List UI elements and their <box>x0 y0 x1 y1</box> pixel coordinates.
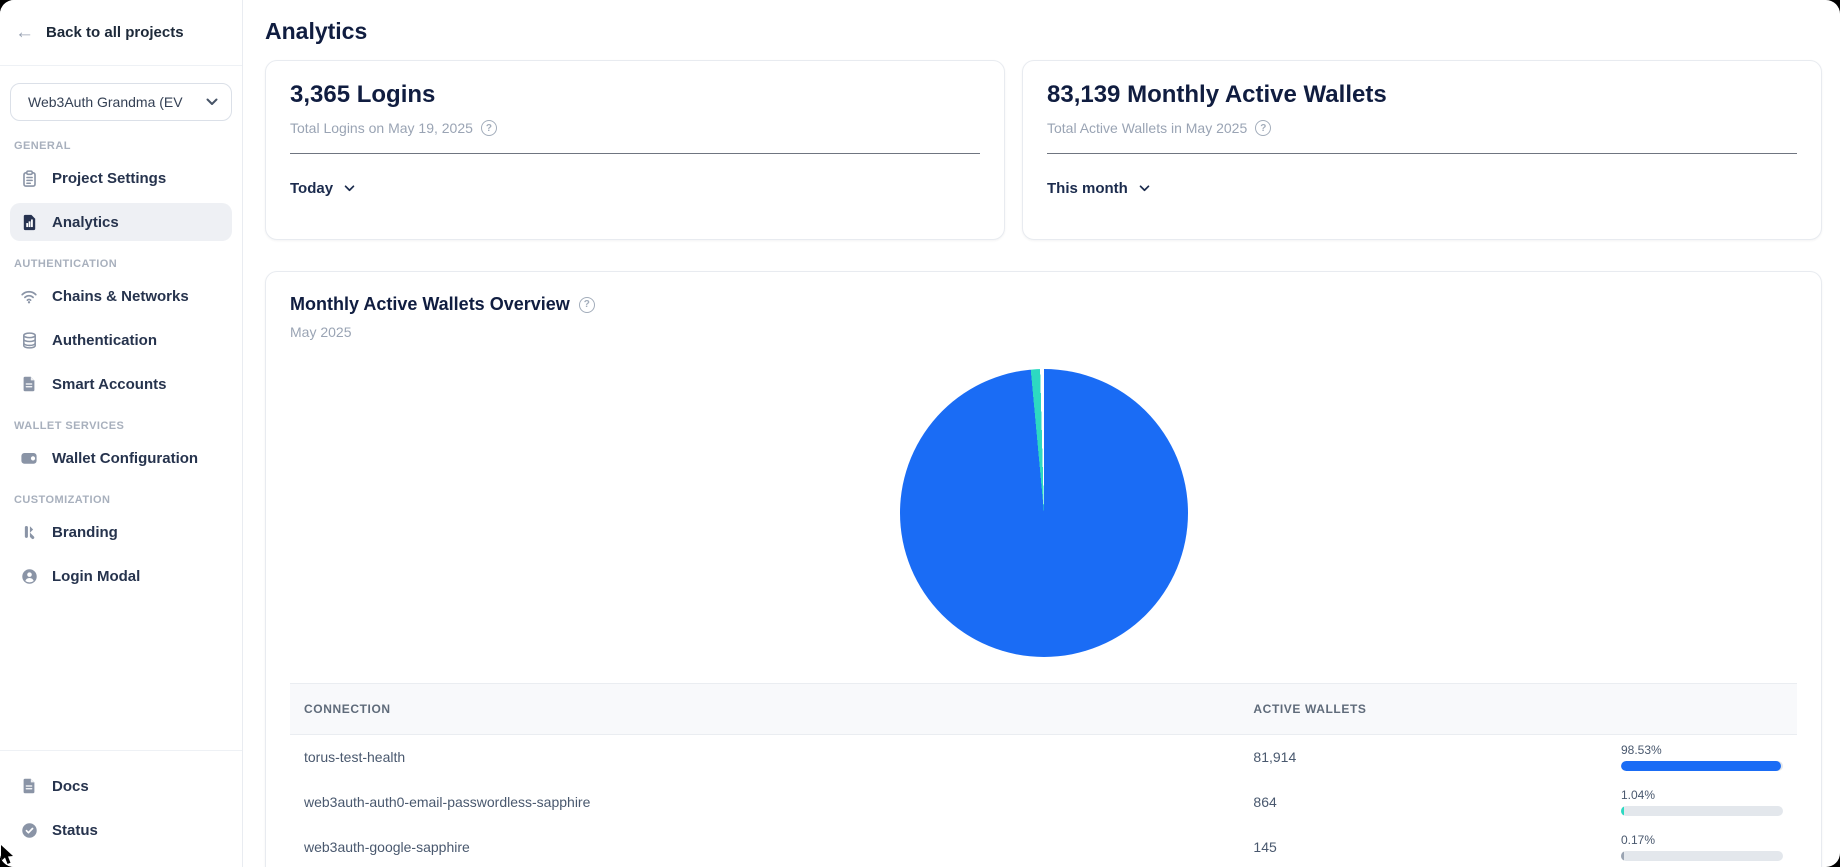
section-label-wallet-services: WALLET SERVICES <box>14 420 125 432</box>
column-header-active-wallets: ACTIVE WALLETS <box>1239 683 1607 735</box>
authentication-icon <box>19 330 39 350</box>
project-selector-value: Web3Auth Grandma (EV <box>28 94 183 110</box>
page-title: Analytics <box>265 18 368 44</box>
sidebar-item-project-settings[interactable]: Project Settings <box>10 159 232 197</box>
logins-stat-card: 3,365 Logins Total Logins on May 19, 202… <box>265 60 1005 240</box>
logins-stat-subtitle: Total Logins on May 19, 2025 <box>290 120 473 136</box>
main-content: Analytics 3,365 Logins Total Logins on M… <box>243 0 1840 867</box>
project-selector-dropdown[interactable]: Web3Auth Grandma (EV <box>10 83 232 121</box>
sidebar-nav: GENERAL Project Settings Analytics AUTHENTI… <box>0 121 242 595</box>
sidebar-footer: Docs Status <box>0 750 242 867</box>
sidebar-item-smart-accounts[interactable]: Smart Accounts <box>10 365 232 403</box>
sidebar-item-label: Authentication <box>52 331 157 349</box>
sidebar-item-authentication[interactable]: Authentication <box>10 321 232 359</box>
back-to-projects-link[interactable]: ← Back to all projects <box>0 0 242 66</box>
smart-accounts-icon <box>19 374 39 394</box>
connections-table: CONNECTION ACTIVE WALLETS torus-test-hea… <box>290 683 1797 867</box>
active-wallets-count: 145 <box>1253 839 1277 855</box>
chevron-down-icon <box>206 98 218 105</box>
sidebar-item-label: Status <box>52 821 98 839</box>
help-icon[interactable]: ? <box>480 120 497 136</box>
wallets-stat-subtitle: Total Active Wallets in May 2025 <box>1047 120 1248 136</box>
wallets-stat-card: 83,139 Monthly Active Wallets Total Acti… <box>1022 60 1822 240</box>
sidebar-item-label: Login Modal <box>52 567 141 585</box>
percent-cell: 98.53% <box>1607 735 1797 780</box>
wallet-configuration-icon <box>19 448 39 468</box>
sidebar-item-label: Analytics <box>52 213 119 231</box>
wallets-range-dropdown[interactable]: This month <box>1047 180 1150 197</box>
percent-bar-track <box>1621 806 1783 816</box>
sidebar-item-label: Wallet Configuration <box>52 449 199 467</box>
sidebar-item-wallet-configuration[interactable]: Wallet Configuration <box>10 439 232 477</box>
wallets-overview-card: Monthly Active Wallets Overview ? May 20… <box>265 271 1822 867</box>
sidebar-item-label: Project Settings <box>52 169 167 187</box>
chains-networks-icon <box>19 286 39 306</box>
percent-cell: 0.17% <box>1607 825 1797 867</box>
wallets-stat-value: 83,139 Monthly Active Wallets <box>1047 81 1387 108</box>
sidebar-item-login-modal[interactable]: Login Modal <box>10 557 232 595</box>
column-header-percent <box>1607 683 1797 735</box>
section-label-general: GENERAL <box>14 140 71 152</box>
table-row: web3auth-google-sapphire 145 0.17% <box>290 825 1797 867</box>
logins-stat-value: 3,365 Logins <box>290 81 436 108</box>
connection-name: web3auth-auth0-email-passwordless-sapphi… <box>304 794 591 810</box>
divider <box>290 153 980 154</box>
percent-label: 1.04% <box>1621 788 1656 802</box>
help-icon[interactable]: ? <box>1255 120 1272 136</box>
chart-subtitle: May 2025 <box>290 324 352 340</box>
section-label-customization: CUSTOMIZATION <box>14 494 111 506</box>
percent-label: 98.53% <box>1621 743 1662 758</box>
sidebar-item-label: Branding <box>52 523 118 541</box>
active-wallets-count: 81,914 <box>1253 749 1297 766</box>
sidebar-item-branding[interactable]: Branding <box>10 513 232 551</box>
percent-bar-track <box>1621 761 1783 772</box>
percent-bar-fill <box>1621 851 1624 861</box>
chevron-down-icon <box>344 185 355 192</box>
table-row: torus-test-health 81,914 98.53% <box>290 735 1797 780</box>
column-header-connection: CONNECTION <box>290 683 1240 735</box>
percent-bar-fill <box>1621 806 1624 816</box>
back-label: Back to all projects <box>46 24 184 41</box>
wallets-range-value: This month <box>1047 180 1128 197</box>
percent-bar-fill <box>1621 761 1781 772</box>
sidebar-item-label: Chains & Networks <box>52 287 189 305</box>
mouse-cursor-icon <box>1 845 13 864</box>
sidebar-item-docs[interactable]: Docs <box>10 767 232 805</box>
section-label-authentication: AUTHENTICATION <box>14 258 118 270</box>
connection-name: torus-test-health <box>304 749 406 766</box>
logins-range-value: Today <box>290 180 334 197</box>
project-settings-icon <box>19 168 39 188</box>
stats-row: 3,365 Logins Total Logins on May 19, 202… <box>265 60 1822 240</box>
sidebar-item-label: Smart Accounts <box>52 375 167 393</box>
percent-bar-track <box>1621 851 1783 861</box>
status-icon <box>19 820 39 840</box>
back-arrow-icon: ← <box>15 22 34 43</box>
active-wallets-pie-chart[interactable] <box>899 369 1188 657</box>
active-wallets-count: 864 <box>1253 794 1277 810</box>
login-modal-icon <box>19 566 39 586</box>
sidebar: ← Back to all projects Web3Auth Grandma … <box>0 0 243 867</box>
docs-icon <box>19 776 39 796</box>
chevron-down-icon <box>1139 185 1150 192</box>
sidebar-item-analytics[interactable]: Analytics <box>10 203 232 241</box>
percent-label: 0.17% <box>1621 833 1656 847</box>
percent-cell: 1.04% <box>1607 780 1797 825</box>
logins-range-dropdown[interactable]: Today <box>290 180 355 197</box>
connection-name: web3auth-google-sapphire <box>304 839 470 855</box>
branding-icon <box>19 522 39 542</box>
analytics-icon <box>19 212 39 232</box>
sidebar-item-label: Docs <box>52 777 89 795</box>
sidebar-item-chains-networks[interactable]: Chains & Networks <box>10 277 232 315</box>
table-row: web3auth-auth0-email-passwordless-sapphi… <box>290 780 1797 825</box>
divider <box>1047 153 1797 154</box>
sidebar-item-status[interactable]: Status <box>10 811 232 849</box>
help-icon[interactable]: ? <box>578 296 595 313</box>
chart-title: Monthly Active Wallets Overview <box>290 294 570 314</box>
